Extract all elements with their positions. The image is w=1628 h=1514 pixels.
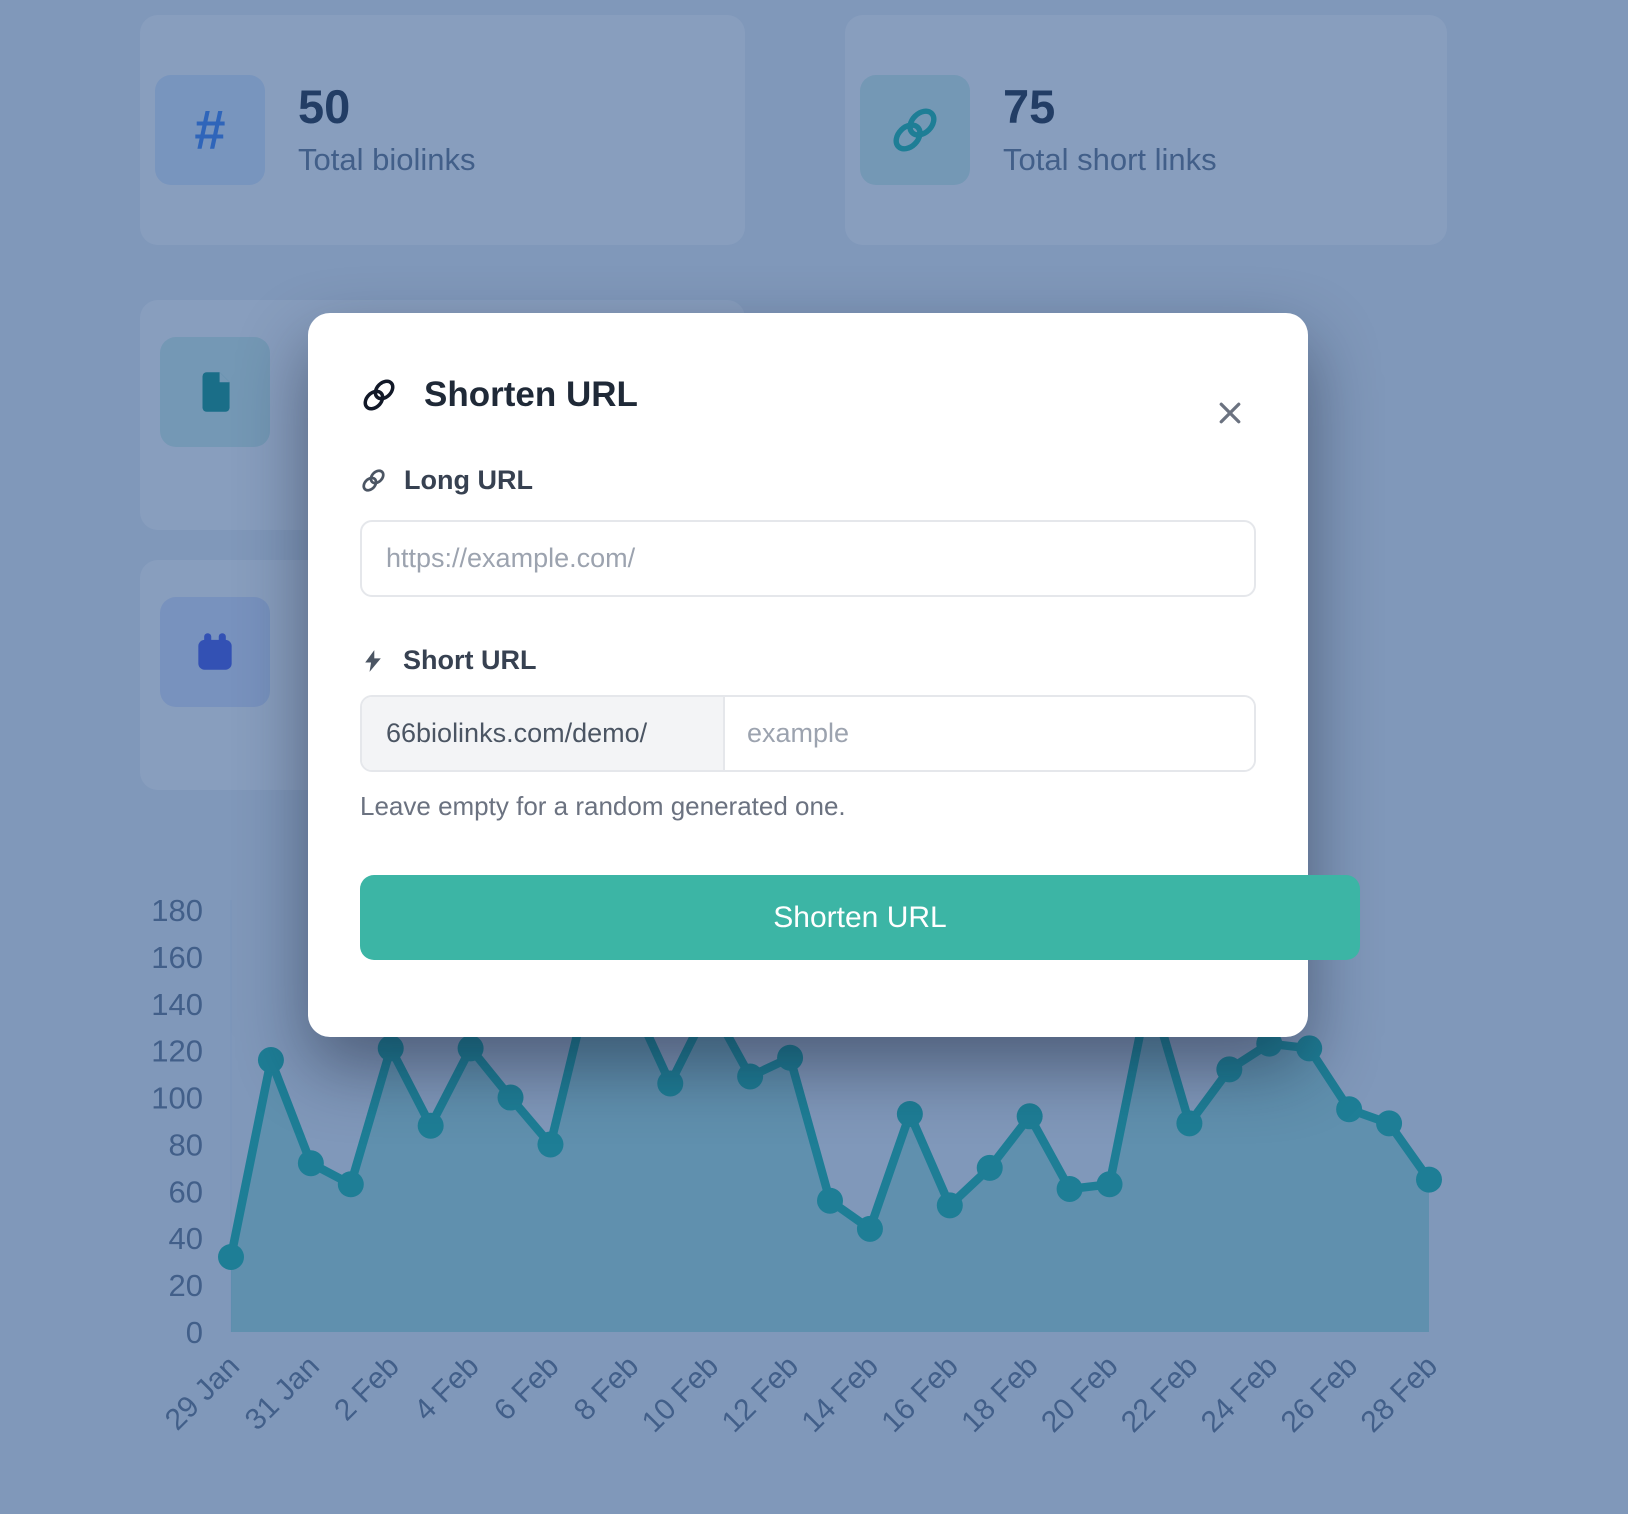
short-url-helper-text: Leave empty for a random generated one.	[360, 791, 846, 821]
modal-title: Shorten URL	[424, 375, 638, 414]
lightning-icon	[365, 649, 381, 672]
long-url-label-row: Long URL	[360, 465, 1256, 496]
shorten-url-submit-button[interactable]: Shorten URL	[360, 875, 1360, 960]
short-url-input[interactable]	[725, 697, 1254, 770]
long-url-label: Long URL	[404, 465, 533, 495]
long-url-field-wrap	[360, 520, 1256, 597]
modal-header: Shorten URL	[360, 375, 1256, 415]
long-url-input[interactable]	[360, 520, 1256, 597]
short-url-label: Short URL	[403, 645, 537, 675]
short-url-label-row: Short URL	[360, 645, 1256, 676]
link-icon	[363, 379, 395, 411]
close-icon[interactable]	[1216, 399, 1244, 427]
short-url-domain-prefix: 66biolinks.com/demo/	[362, 697, 725, 770]
link-icon	[362, 469, 385, 492]
shorten-url-modal: Shorten URL Long URL Short U	[308, 313, 1360, 1037]
short-url-field-group: 66biolinks.com/demo/	[360, 695, 1256, 772]
